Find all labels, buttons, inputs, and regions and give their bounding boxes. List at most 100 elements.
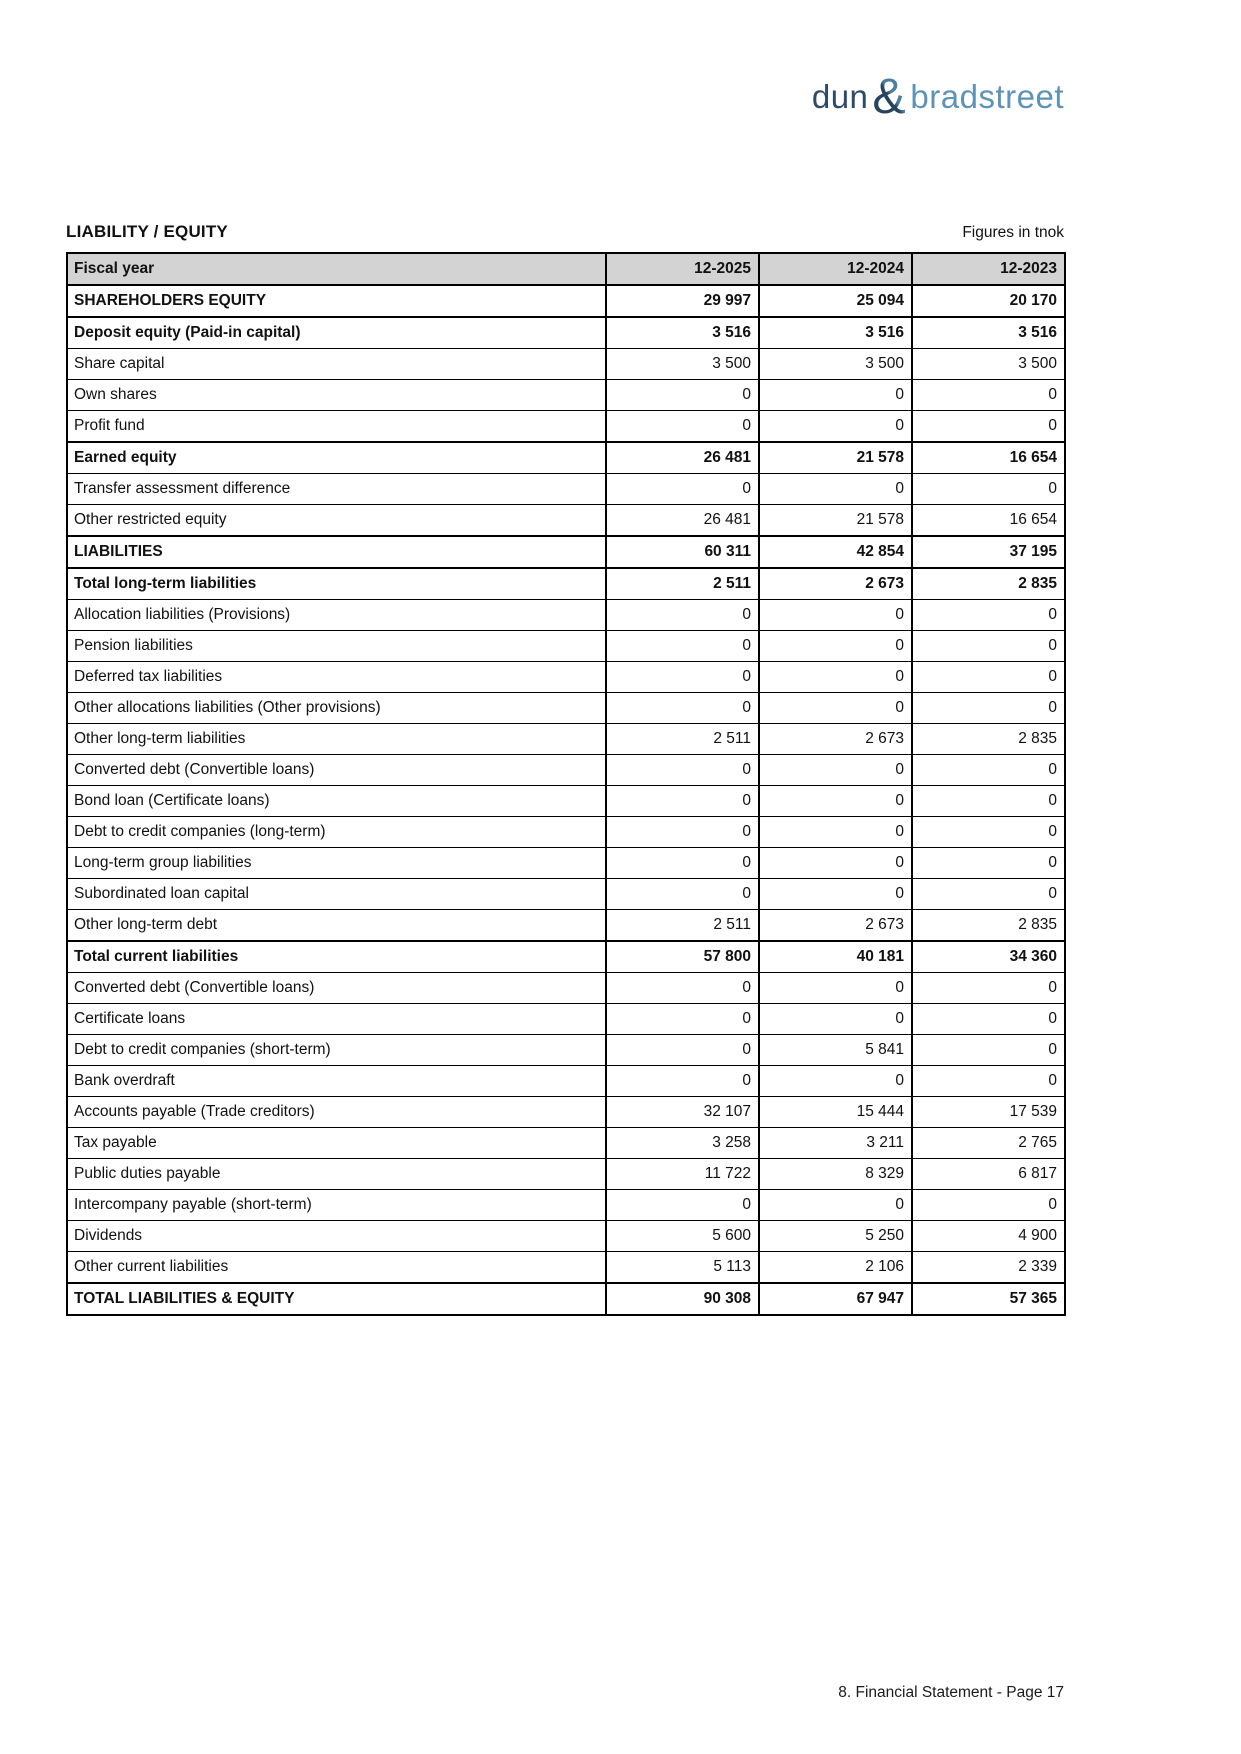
units-note: Figures in tnok (962, 224, 1064, 241)
row-label: Converted debt (Convertible loans) (67, 754, 606, 786)
row-label: Earned equity (67, 441, 606, 474)
row-value: 5 250 (758, 1220, 912, 1252)
row-value: 0 (605, 754, 759, 786)
row-value: 0 (911, 816, 1065, 848)
page-title: LIABILITY / EQUITY (66, 222, 228, 241)
row-value: 0 (758, 754, 912, 786)
table-row: Pension liabilities 0 0 0 (67, 630, 1065, 662)
row-value: 0 (605, 816, 759, 848)
row-label: Pension liabilities (67, 630, 606, 662)
row-value: 32 107 (605, 1096, 759, 1128)
row-label: Dividends (67, 1220, 606, 1252)
row-label: Accounts payable (Trade creditors) (67, 1096, 606, 1128)
row-value: 57 365 (911, 1282, 1065, 1315)
table-row: Profit fund 0 0 0 (67, 410, 1065, 442)
table-row: Share capital 3 500 3 500 3 500 (67, 348, 1065, 380)
row-value: 15 444 (758, 1096, 912, 1128)
row-value: 2 106 (758, 1251, 912, 1283)
row-value: 5 113 (605, 1251, 759, 1283)
table-row: Accounts payable (Trade creditors) 32 107… (67, 1096, 1065, 1128)
table-row: Dividends 5 600 5 250 4 900 (67, 1220, 1065, 1252)
row-value: 26 481 (605, 504, 759, 536)
row-label: Subordinated loan capital (67, 878, 606, 910)
table-row: Other current liabilities 5 113 2 106 2 339 (67, 1251, 1065, 1283)
row-value: 34 360 (911, 940, 1065, 973)
row-label: SHAREHOLDERS EQUITY (67, 284, 606, 317)
logo-word-dun: dun (811, 78, 869, 115)
table-row: Other allocations liabilities (Other pro… (67, 692, 1065, 724)
table-row: Intercompany payable (short-term) 0 0 0 (67, 1189, 1065, 1221)
row-value: 2 765 (911, 1127, 1065, 1159)
row-value: 0 (605, 692, 759, 724)
row-value: 3 516 (758, 316, 912, 349)
table-row: Other restricted equity 26 481 21 578 16 65… (67, 504, 1065, 536)
table-row: Total current liabilities 57 800 40 181 34 … (67, 940, 1065, 973)
table-row: LIABILITIES 60 311 42 854 37 195 (67, 535, 1065, 568)
dnb-ampersand-icon: & (873, 71, 906, 123)
row-value: 0 (605, 599, 759, 631)
row-label: Profit fund (67, 410, 606, 442)
row-value: 20 170 (911, 284, 1065, 317)
row-value: 16 654 (911, 504, 1065, 536)
table-row: Allocation liabilities (Provisions) 0 0 0 (67, 599, 1065, 631)
row-label: Intercompany payable (short-term) (67, 1189, 606, 1221)
ampersand-glyph: & (873, 71, 906, 123)
row-value: 0 (605, 878, 759, 910)
row-value: 0 (911, 599, 1065, 631)
row-value: 0 (758, 692, 912, 724)
table-row: SHAREHOLDERS EQUITY 29 997 25 094 20 170 (67, 284, 1065, 317)
row-value: 5 600 (605, 1220, 759, 1252)
row-label: Debt to credit companies (long-term) (67, 816, 606, 848)
row-value: 3 516 (605, 316, 759, 349)
row-value: 8 329 (758, 1158, 912, 1190)
row-value: 42 854 (758, 535, 912, 568)
row-label: Converted debt (Convertible loans) (67, 972, 606, 1004)
row-value: 2 835 (911, 567, 1065, 600)
row-label: Deposit equity (Paid-in capital) (67, 316, 606, 349)
table-row: Debt to credit companies (short-term) 0 5 … (67, 1034, 1065, 1066)
row-value: 0 (758, 599, 912, 631)
table-row: Deposit equity (Paid-in capital) 3 516 3 5… (67, 316, 1065, 349)
table-row: Certificate loans 0 0 0 (67, 1003, 1065, 1035)
row-value: 0 (911, 754, 1065, 786)
row-value: 0 (758, 630, 912, 662)
row-value: 0 (605, 972, 759, 1004)
row-value: 0 (605, 1034, 759, 1066)
row-label: Debt to credit companies (short-term) (67, 1034, 606, 1066)
row-value: 11 722 (605, 1158, 759, 1190)
row-value: 2 673 (758, 723, 912, 755)
row-value: 0 (758, 816, 912, 848)
row-value: 0 (758, 1189, 912, 1221)
row-value: 2 835 (911, 723, 1065, 755)
row-value: 60 311 (605, 535, 759, 568)
row-value: 3 258 (605, 1127, 759, 1159)
row-value: 0 (758, 661, 912, 693)
row-label: Other restricted equity (67, 504, 606, 536)
row-label: Long-term group liabilities (67, 847, 606, 879)
row-value: 3 500 (605, 348, 759, 380)
row-value: 0 (605, 1003, 759, 1035)
row-label: Allocation liabilities (Provisions) (67, 599, 606, 631)
row-value: 0 (911, 878, 1065, 910)
table-row: TOTAL LIABILITIES & EQUITY 90 308 67 947 57… (67, 1282, 1065, 1315)
row-value: 0 (758, 972, 912, 1004)
row-value: 3 500 (758, 348, 912, 380)
row-value: 0 (911, 1003, 1065, 1035)
page-footer: 8. Financial Statement - Page 17 (838, 1684, 1064, 1701)
row-value: 4 900 (911, 1220, 1065, 1252)
row-value: 0 (605, 661, 759, 693)
row-value: 90 308 (605, 1282, 759, 1315)
table-row: Transfer assessment difference 0 0 0 (67, 473, 1065, 505)
row-value: 16 654 (911, 441, 1065, 474)
row-value: 0 (911, 1065, 1065, 1097)
row-value: 0 (911, 692, 1065, 724)
row-value: 0 (911, 785, 1065, 817)
row-value: 2 511 (605, 909, 759, 941)
table-row: Deferred tax liabilities 0 0 0 (67, 661, 1065, 693)
row-label: Own shares (67, 379, 606, 411)
row-value: 0 (758, 1003, 912, 1035)
row-value: 0 (758, 1065, 912, 1097)
table-row: Own shares 0 0 0 (67, 379, 1065, 411)
row-value: 0 (911, 847, 1065, 879)
